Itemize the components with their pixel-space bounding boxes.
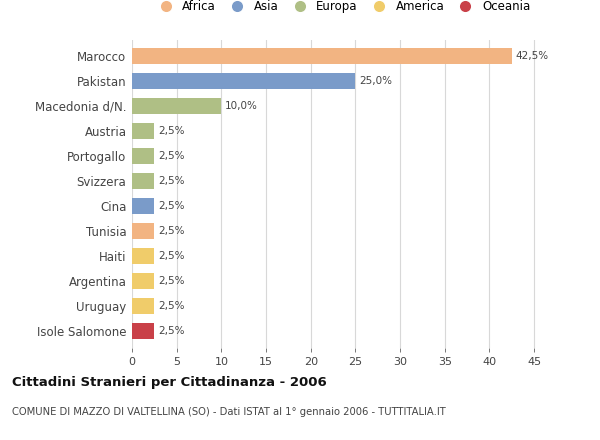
Bar bbox=[132, 148, 154, 164]
Text: 2,5%: 2,5% bbox=[158, 326, 184, 336]
Bar bbox=[132, 198, 154, 214]
Bar bbox=[132, 323, 154, 340]
Bar bbox=[132, 223, 154, 239]
Text: 2,5%: 2,5% bbox=[158, 176, 184, 186]
Text: COMUNE DI MAZZO DI VALTELLINA (SO) - Dati ISTAT al 1° gennaio 2006 - TUTTITALIA.: COMUNE DI MAZZO DI VALTELLINA (SO) - Dat… bbox=[12, 407, 446, 417]
Text: 25,0%: 25,0% bbox=[359, 76, 392, 86]
Bar bbox=[132, 248, 154, 264]
Bar bbox=[132, 98, 221, 114]
Text: 2,5%: 2,5% bbox=[158, 151, 184, 161]
Text: 2,5%: 2,5% bbox=[158, 251, 184, 261]
Bar bbox=[132, 173, 154, 189]
Bar bbox=[132, 123, 154, 139]
Bar bbox=[132, 73, 355, 89]
Text: 2,5%: 2,5% bbox=[158, 126, 184, 136]
Text: 2,5%: 2,5% bbox=[158, 276, 184, 286]
Text: 42,5%: 42,5% bbox=[515, 51, 548, 61]
Text: Cittadini Stranieri per Cittadinanza - 2006: Cittadini Stranieri per Cittadinanza - 2… bbox=[12, 376, 327, 389]
Legend: Africa, Asia, Europa, America, Oceania: Africa, Asia, Europa, America, Oceania bbox=[151, 0, 533, 15]
Text: 2,5%: 2,5% bbox=[158, 201, 184, 211]
Text: 10,0%: 10,0% bbox=[225, 101, 258, 111]
Text: 2,5%: 2,5% bbox=[158, 301, 184, 311]
Bar bbox=[132, 298, 154, 315]
Bar bbox=[132, 48, 512, 64]
Text: 2,5%: 2,5% bbox=[158, 226, 184, 236]
Bar bbox=[132, 273, 154, 290]
